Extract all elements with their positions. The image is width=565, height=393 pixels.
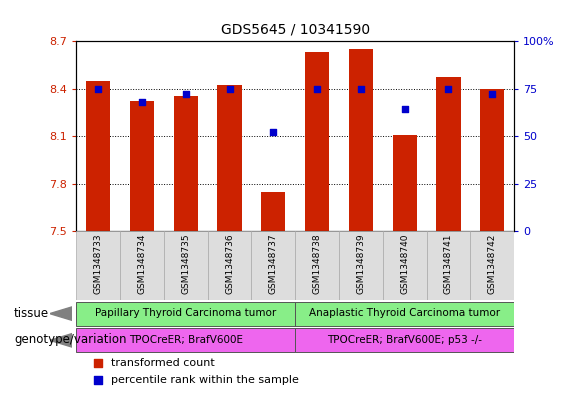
Bar	[86, 81, 110, 231]
Point	[488, 91, 497, 97]
Point	[137, 99, 146, 105]
Bar	[349, 49, 373, 231]
Bar	[130, 101, 154, 231]
Text: GSM1348736: GSM1348736	[225, 233, 234, 294]
Point	[94, 85, 103, 92]
Point	[357, 85, 366, 92]
Bar	[251, 231, 295, 300]
Text: GSM1348737: GSM1348737	[269, 233, 278, 294]
Bar	[261, 192, 285, 231]
Text: GSM1348742: GSM1348742	[488, 233, 497, 294]
Polygon shape	[50, 307, 72, 320]
Bar	[295, 301, 514, 326]
Bar	[208, 231, 251, 300]
Text: GSM1348739: GSM1348739	[357, 233, 366, 294]
Bar	[76, 328, 295, 353]
Text: Papillary Thyroid Carcinoma tumor: Papillary Thyroid Carcinoma tumor	[95, 308, 276, 318]
Bar	[164, 231, 208, 300]
Text: Anaplastic Thyroid Carcinoma tumor: Anaplastic Thyroid Carcinoma tumor	[309, 308, 500, 318]
Polygon shape	[50, 334, 72, 347]
Bar	[383, 231, 427, 300]
Text: percentile rank within the sample: percentile rank within the sample	[111, 375, 299, 385]
Bar	[427, 231, 470, 300]
Text: tissue: tissue	[14, 307, 49, 320]
Bar	[339, 231, 383, 300]
Point	[444, 85, 453, 92]
Bar	[305, 52, 329, 231]
Text: genotype/variation: genotype/variation	[14, 333, 127, 346]
Point	[181, 91, 190, 97]
Bar	[470, 231, 514, 300]
Text: GSM1348735: GSM1348735	[181, 233, 190, 294]
Text: GSM1348733: GSM1348733	[94, 233, 103, 294]
Text: transformed count: transformed count	[111, 358, 215, 367]
Text: GSM1348740: GSM1348740	[400, 233, 409, 294]
Bar	[480, 88, 505, 231]
Bar	[120, 231, 164, 300]
Text: TPOCreER; BrafV600E: TPOCreER; BrafV600E	[129, 335, 243, 345]
Bar	[218, 85, 242, 231]
Bar	[295, 328, 514, 353]
Text: GSM1348734: GSM1348734	[137, 233, 146, 294]
Bar	[436, 77, 460, 231]
Point	[225, 85, 234, 92]
Text: TPOCreER; BrafV600E; p53 -/-: TPOCreER; BrafV600E; p53 -/-	[327, 335, 482, 345]
Text: GSM1348741: GSM1348741	[444, 233, 453, 294]
Bar	[76, 231, 120, 300]
Bar	[393, 134, 417, 231]
Title: GDS5645 / 10341590: GDS5645 / 10341590	[221, 23, 370, 37]
Point	[400, 107, 409, 113]
Bar	[295, 231, 339, 300]
Bar	[76, 301, 295, 326]
Point	[393, 288, 402, 294]
Point	[269, 129, 278, 136]
Bar	[173, 96, 198, 231]
Point	[312, 85, 321, 92]
Point	[393, 127, 402, 133]
Text: GSM1348738: GSM1348738	[312, 233, 321, 294]
